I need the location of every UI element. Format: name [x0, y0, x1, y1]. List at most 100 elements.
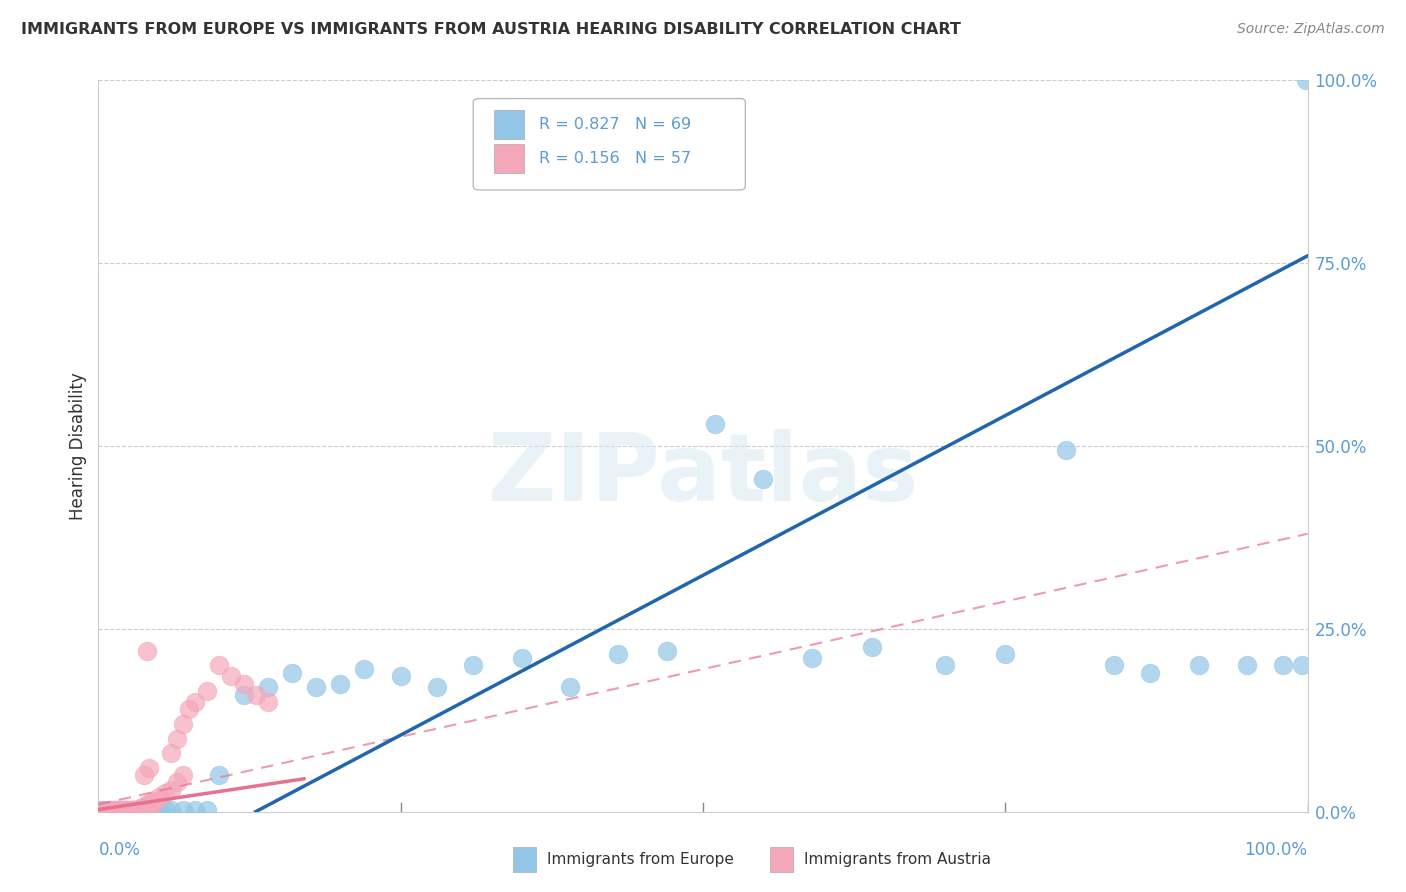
Point	[112, 803, 135, 817]
Point	[90, 804, 112, 818]
Point	[160, 782, 183, 797]
Point	[389, 669, 412, 683]
Point	[118, 803, 141, 817]
Text: ZIPatlas: ZIPatlas	[488, 429, 918, 521]
Point	[232, 688, 254, 702]
Point	[134, 768, 156, 782]
Point	[256, 681, 278, 695]
Point	[135, 797, 157, 812]
Text: IMMIGRANTS FROM EUROPE VS IMMIGRANTS FROM AUSTRIA HEARING DISABILITY CORRELATION: IMMIGRANTS FROM EUROPE VS IMMIGRANTS FRO…	[21, 22, 960, 37]
Point	[101, 804, 124, 818]
Text: R = 0.156   N = 57: R = 0.156 N = 57	[538, 151, 690, 166]
Point	[142, 794, 165, 808]
Point	[108, 803, 131, 817]
Point	[115, 803, 138, 817]
Point	[153, 787, 176, 801]
Point	[91, 804, 114, 818]
Point	[184, 803, 207, 817]
Point	[934, 658, 956, 673]
Point	[120, 804, 142, 818]
Point	[655, 644, 678, 658]
Point	[1295, 73, 1317, 87]
Point	[148, 790, 170, 805]
Text: 0.0%: 0.0%	[98, 841, 141, 859]
Point	[114, 803, 136, 817]
Point	[994, 648, 1017, 662]
Point	[172, 803, 194, 817]
Point	[112, 804, 135, 818]
Point	[558, 681, 581, 695]
Point	[1272, 658, 1295, 673]
Point	[98, 804, 121, 818]
Point	[100, 803, 122, 817]
Point	[172, 717, 194, 731]
Point	[135, 803, 157, 817]
Point	[353, 662, 375, 676]
Point	[134, 803, 156, 817]
Point	[160, 746, 183, 760]
Point	[107, 803, 129, 817]
Point	[124, 803, 146, 817]
Point	[131, 803, 153, 817]
FancyBboxPatch shape	[494, 144, 524, 173]
Point	[142, 803, 165, 817]
Point	[127, 803, 149, 817]
Point	[118, 803, 141, 817]
Point	[110, 803, 132, 817]
Point	[94, 804, 117, 818]
Point	[115, 804, 138, 818]
Point	[110, 803, 132, 817]
Point	[91, 803, 114, 817]
Point	[305, 681, 328, 695]
Point	[97, 803, 120, 817]
Point	[141, 797, 163, 812]
Point	[800, 651, 823, 665]
Point	[128, 801, 150, 815]
Point	[1054, 442, 1077, 457]
Point	[107, 804, 129, 818]
Point	[232, 676, 254, 690]
Point	[98, 804, 121, 818]
Point	[105, 804, 128, 818]
Point	[103, 803, 125, 817]
Point	[108, 804, 131, 818]
Point	[704, 417, 727, 431]
Point	[135, 644, 157, 658]
Point	[114, 803, 136, 817]
FancyBboxPatch shape	[474, 99, 745, 190]
Point	[1139, 665, 1161, 680]
Point	[108, 804, 131, 818]
Point	[1291, 658, 1313, 673]
Point	[426, 681, 449, 695]
Point	[93, 804, 115, 818]
Point	[122, 803, 145, 817]
Point	[122, 803, 145, 817]
Point	[93, 804, 115, 818]
Text: Immigrants from Europe: Immigrants from Europe	[547, 853, 734, 867]
Point	[131, 801, 153, 815]
Point	[138, 761, 160, 775]
Point	[860, 640, 883, 655]
Point	[134, 801, 156, 815]
Point	[96, 804, 118, 818]
Point	[138, 797, 160, 812]
FancyBboxPatch shape	[494, 110, 524, 139]
Point	[463, 658, 485, 673]
Point	[153, 803, 176, 817]
Point	[100, 804, 122, 818]
Point	[117, 803, 139, 817]
Point	[100, 804, 122, 818]
Point	[752, 472, 775, 486]
Point	[166, 731, 188, 746]
Point	[1236, 658, 1258, 673]
Point	[120, 803, 142, 817]
Point	[97, 804, 120, 818]
Point	[94, 803, 117, 817]
Point	[96, 804, 118, 818]
Point	[148, 803, 170, 817]
Point	[160, 803, 183, 817]
Point	[208, 658, 231, 673]
Point	[103, 804, 125, 818]
Point	[91, 804, 114, 818]
Point	[1188, 658, 1211, 673]
